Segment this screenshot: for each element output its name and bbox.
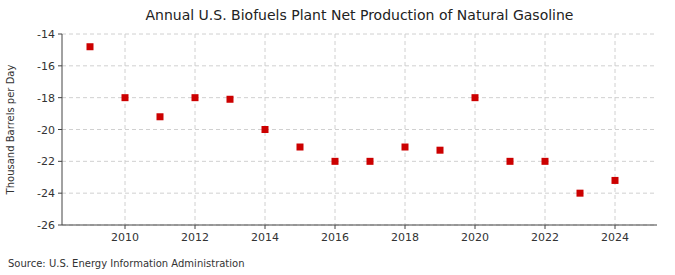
grid-line-y (62, 193, 657, 194)
ticks: 2010 2012 2014 2016 2018 2020 2022 2024 -26 -24 -2… (37, 28, 629, 244)
grid-line-y (62, 225, 657, 226)
point (507, 158, 514, 165)
x-axis (62, 225, 657, 226)
y-tick (58, 161, 62, 162)
points (87, 43, 619, 196)
x-tick-label: 2022 (531, 231, 559, 244)
chart: 2010 2012 2014 2016 2018 2020 2022 2024 -26 -24 -2… (0, 0, 675, 275)
y-tick-label: -18 (37, 92, 55, 105)
y-tick-label: -22 (37, 155, 55, 168)
point (612, 177, 619, 184)
x-tick (615, 225, 616, 229)
y-tick-label: -14 (37, 28, 55, 41)
y-tick-label: -16 (37, 60, 55, 73)
y-tick (58, 193, 62, 194)
point (122, 94, 129, 101)
x-tick-label: 2016 (321, 231, 349, 244)
grid (62, 34, 657, 225)
x-tick (475, 225, 476, 229)
source-note: Source: U.S. Energy Information Administ… (8, 258, 245, 269)
point (297, 144, 304, 151)
x-tick-label: 2014 (251, 231, 279, 244)
x-tick-label: 2024 (601, 231, 629, 244)
y-tick (58, 129, 62, 130)
point (577, 190, 584, 197)
point (262, 126, 269, 133)
grid-line-y (62, 129, 657, 130)
title: Annual U.S. Biofuels Plant Net Productio… (146, 7, 574, 23)
y-axis-label: Thousand Barrels per Day (5, 65, 16, 196)
x-tick-label: 2012 (181, 231, 209, 244)
grid-line-y (62, 65, 657, 66)
point (402, 144, 409, 151)
point (437, 147, 444, 154)
y-tick-label: -26 (37, 219, 55, 232)
grid-line-y (62, 97, 657, 98)
point (542, 158, 549, 165)
x-tick (335, 225, 336, 229)
point (157, 113, 164, 120)
point (87, 43, 94, 50)
grid-line-y (62, 34, 657, 35)
point (367, 158, 374, 165)
y-tick-label: -24 (37, 187, 55, 200)
y-tick (58, 225, 62, 226)
point (192, 94, 199, 101)
x-tick (265, 225, 266, 229)
y-tick (58, 65, 62, 66)
x-tick (125, 225, 126, 229)
y-tick (58, 34, 62, 35)
y-tick-label: -20 (37, 124, 55, 137)
x-tick-label: 2020 (461, 231, 489, 244)
grid-line-y (62, 161, 657, 162)
x-tick (405, 225, 406, 229)
y-tick (58, 97, 62, 98)
x-tick-label: 2018 (391, 231, 419, 244)
x-tick (195, 225, 196, 229)
point (332, 158, 339, 165)
x-tick (545, 225, 546, 229)
point (227, 96, 234, 103)
point (472, 94, 479, 101)
x-tick-label: 2010 (111, 231, 139, 244)
